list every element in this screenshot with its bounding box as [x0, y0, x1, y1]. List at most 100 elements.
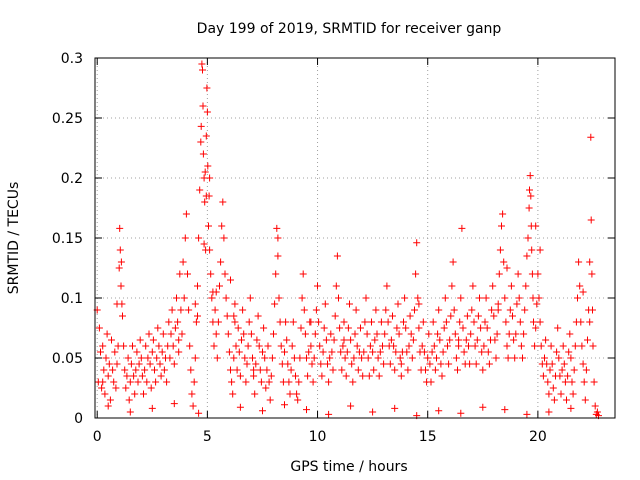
data-point	[206, 246, 214, 254]
data-point	[446, 336, 454, 344]
data-point	[525, 204, 533, 212]
data-point	[502, 318, 510, 326]
data-point	[304, 372, 312, 380]
data-point	[458, 224, 466, 232]
data-point	[439, 348, 447, 356]
data-point	[155, 342, 163, 350]
data-point	[310, 354, 318, 362]
data-point	[379, 342, 386, 350]
data-point	[401, 294, 409, 302]
data-point	[445, 360, 453, 368]
data-point	[404, 366, 412, 374]
data-point	[95, 324, 103, 332]
data-point	[480, 342, 488, 350]
data-point	[227, 366, 234, 374]
data-point	[553, 348, 561, 356]
x-tick-label: 0	[93, 429, 102, 445]
data-point	[469, 282, 477, 290]
data-point	[99, 378, 107, 386]
data-point	[325, 410, 333, 418]
data-point	[190, 378, 198, 386]
data-point	[187, 366, 195, 374]
data-point	[424, 354, 432, 362]
data-point	[283, 336, 291, 344]
data-point	[328, 348, 336, 356]
data-point	[315, 318, 323, 326]
data-point	[581, 396, 589, 404]
data-point	[199, 102, 207, 110]
y-tick-label: 0.05	[52, 351, 83, 367]
data-point	[188, 390, 196, 398]
data-point	[289, 318, 297, 326]
data-point	[501, 294, 509, 302]
data-point	[593, 408, 601, 416]
data-point	[530, 318, 537, 326]
data-point	[117, 258, 125, 266]
data-point	[230, 312, 238, 320]
data-point	[357, 324, 364, 332]
data-point	[492, 354, 500, 362]
data-point	[391, 366, 399, 374]
data-point	[191, 354, 199, 362]
data-point	[449, 258, 457, 266]
data-point	[189, 402, 197, 410]
data-point	[454, 366, 461, 374]
x-tick-labels: 0 5 10 15 20	[93, 429, 547, 445]
data-point	[330, 336, 338, 344]
data-point	[241, 354, 249, 362]
data-point	[103, 330, 111, 338]
data-point	[476, 294, 483, 302]
data-point	[457, 409, 465, 417]
data-point	[307, 318, 315, 326]
data-point	[402, 324, 410, 332]
data-point	[202, 192, 210, 200]
data-point	[303, 406, 310, 414]
data-point	[308, 360, 316, 368]
data-point	[174, 318, 182, 326]
data-point	[235, 348, 243, 356]
data-point	[485, 360, 493, 368]
data-point	[392, 348, 400, 356]
data-point	[372, 306, 380, 314]
data-point	[268, 354, 276, 362]
data-point	[202, 132, 210, 140]
data-point	[194, 312, 201, 320]
data-point	[250, 372, 258, 380]
data-point	[275, 294, 283, 302]
data-point	[101, 390, 109, 398]
data-point	[259, 407, 266, 415]
data-point	[156, 360, 164, 368]
data-point	[521, 306, 529, 314]
data-point	[366, 342, 374, 350]
data-point	[113, 300, 121, 308]
data-point	[335, 294, 342, 302]
data-point	[185, 306, 193, 314]
data-point	[450, 306, 458, 314]
data-point	[249, 354, 256, 362]
data-point	[523, 410, 531, 418]
y-tick-label: 0.3	[61, 51, 83, 67]
data-point	[394, 300, 402, 308]
data-point	[460, 348, 468, 356]
data-point	[205, 222, 212, 230]
data-point	[561, 378, 569, 386]
data-point	[351, 330, 359, 338]
data-point	[507, 282, 515, 290]
data-point	[216, 282, 223, 290]
data-point	[499, 210, 507, 218]
data-point	[287, 366, 295, 374]
data-point	[346, 300, 353, 308]
data-points	[93, 60, 602, 420]
data-point	[201, 168, 209, 176]
data-point	[490, 312, 498, 320]
data-point	[149, 336, 157, 344]
data-point	[303, 354, 310, 362]
data-point	[305, 348, 313, 356]
data-point	[559, 342, 567, 350]
data-point	[498, 222, 505, 230]
data-point	[326, 354, 334, 362]
data-point	[309, 378, 317, 386]
data-point	[462, 336, 470, 344]
data-point	[236, 403, 244, 411]
